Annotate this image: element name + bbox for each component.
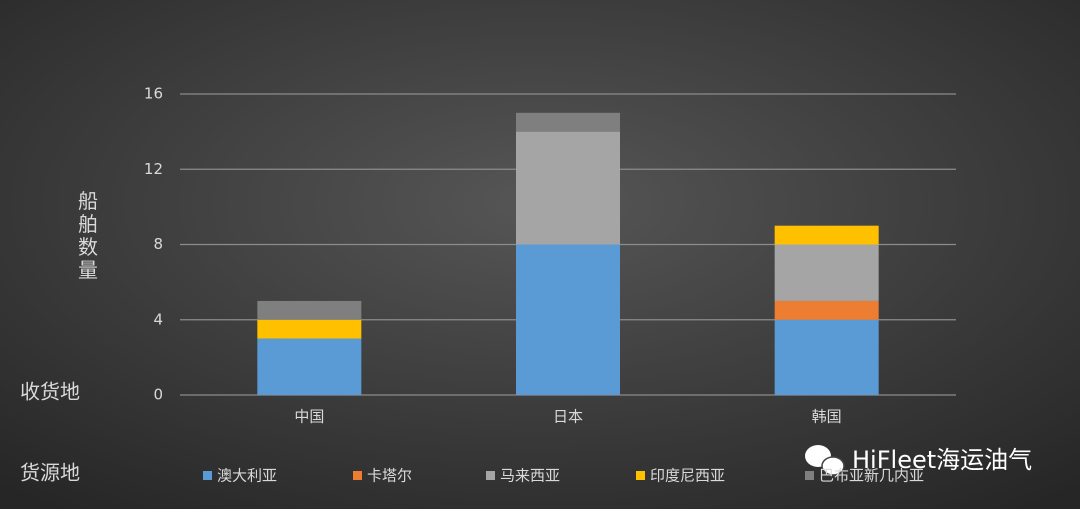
legend-swatch bbox=[805, 471, 814, 480]
x-tick-label: 韩国 bbox=[812, 408, 842, 426]
legend-swatch bbox=[353, 471, 362, 480]
legend-swatch bbox=[203, 471, 212, 480]
legend-label: 澳大利亚 bbox=[217, 467, 277, 485]
x-tick-label: 日本 bbox=[553, 408, 583, 426]
x-axis-label: 收货地 bbox=[20, 380, 80, 404]
y-tick-label: 4 bbox=[153, 310, 163, 328]
bar-segment bbox=[257, 300, 362, 320]
legend-label: 马来西亚 bbox=[500, 467, 560, 485]
legend-title: 货源地 bbox=[20, 461, 80, 485]
legend-label: 巴布亚新几内亚 bbox=[819, 467, 924, 485]
wechat-icon bbox=[805, 445, 845, 476]
legend-swatch bbox=[636, 471, 645, 480]
bar-segment bbox=[516, 112, 620, 132]
x-tick-label: 中国 bbox=[294, 408, 324, 426]
y-tick-label: 8 bbox=[153, 235, 163, 253]
watermark: HiFleet海运油气 bbox=[852, 446, 1032, 474]
bar-segment bbox=[257, 338, 362, 395]
bar-segment bbox=[774, 225, 879, 245]
y-axis-label: 船舶数量 bbox=[78, 189, 98, 282]
legend-swatch bbox=[486, 471, 495, 480]
bar-segment bbox=[774, 319, 879, 395]
y-tick-label: 12 bbox=[144, 160, 163, 178]
bar-segment bbox=[774, 300, 879, 320]
y-tick-label: 16 bbox=[144, 85, 163, 103]
legend-label: 卡塔尔 bbox=[367, 467, 412, 485]
bar-segment bbox=[257, 319, 362, 339]
legend-label: 印度尼西亚 bbox=[650, 467, 725, 485]
bar-segment bbox=[774, 244, 879, 301]
y-tick-label: 0 bbox=[153, 386, 163, 404]
bar-segment bbox=[516, 131, 620, 245]
bar-segment bbox=[516, 244, 620, 395]
